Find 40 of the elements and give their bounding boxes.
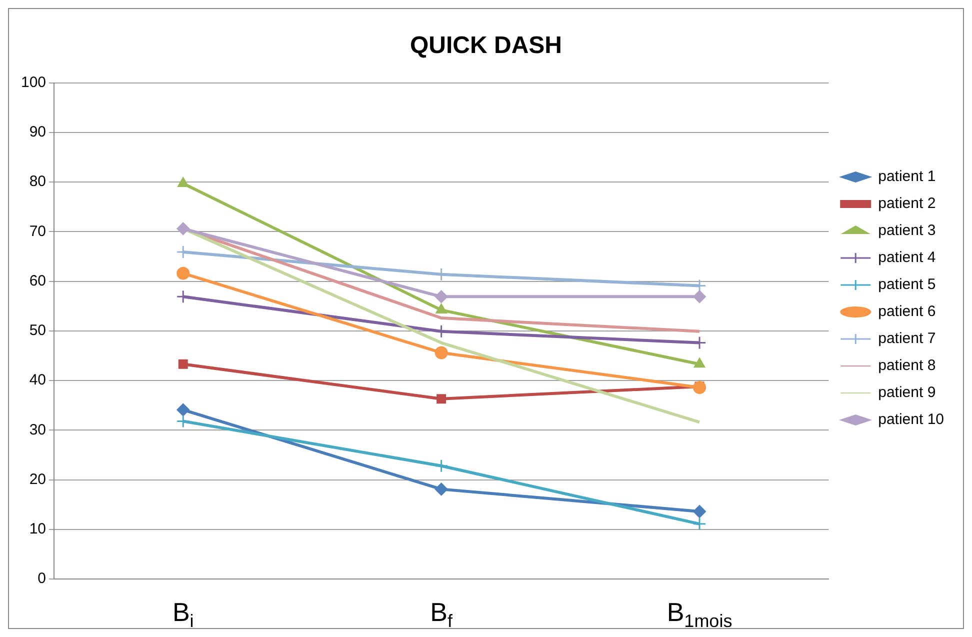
point bbox=[176, 290, 190, 304]
legend-label: patient 10 bbox=[878, 411, 944, 428]
point bbox=[434, 482, 448, 496]
y-tick-label: 30 bbox=[29, 421, 46, 438]
legend-label: patient 3 bbox=[878, 222, 936, 240]
legend-label: patient 7 bbox=[878, 330, 936, 348]
chart-title: QUICK DASH bbox=[410, 32, 562, 60]
y-tick-label: 70 bbox=[29, 222, 46, 240]
legend-label: patient 2 bbox=[878, 195, 936, 212]
y-tick-label: 80 bbox=[29, 173, 46, 190]
legend-label: patient 5 bbox=[878, 276, 936, 294]
y-tick-label: 40 bbox=[29, 372, 46, 389]
point bbox=[436, 394, 446, 404]
y-tick-label: 100 bbox=[20, 74, 46, 91]
y-tick-label: 50 bbox=[29, 322, 46, 340]
point bbox=[176, 266, 190, 280]
point bbox=[434, 290, 448, 304]
point bbox=[692, 517, 706, 531]
point bbox=[176, 222, 190, 236]
point bbox=[177, 177, 189, 188]
point bbox=[693, 380, 706, 394]
legend-label: patient 4 bbox=[878, 249, 936, 266]
point bbox=[693, 505, 706, 518]
point bbox=[694, 358, 706, 368]
y-tick-label: 90 bbox=[29, 124, 46, 141]
point bbox=[434, 346, 448, 360]
point bbox=[434, 459, 448, 473]
point bbox=[176, 414, 190, 428]
legend-label: patient 1 bbox=[878, 168, 936, 186]
legend-label: patient 9 bbox=[878, 384, 936, 402]
y-tick-label: 10 bbox=[29, 520, 46, 538]
point bbox=[178, 359, 188, 369]
legend-label: patient 6 bbox=[878, 303, 936, 320]
y-tick-label: 20 bbox=[29, 470, 46, 488]
legend-label: patient 8 bbox=[878, 357, 936, 374]
y-tick-label: 60 bbox=[29, 272, 46, 290]
point bbox=[176, 403, 190, 416]
point bbox=[693, 290, 706, 304]
y-tick-label: 0 bbox=[38, 570, 46, 588]
point bbox=[436, 304, 448, 314]
